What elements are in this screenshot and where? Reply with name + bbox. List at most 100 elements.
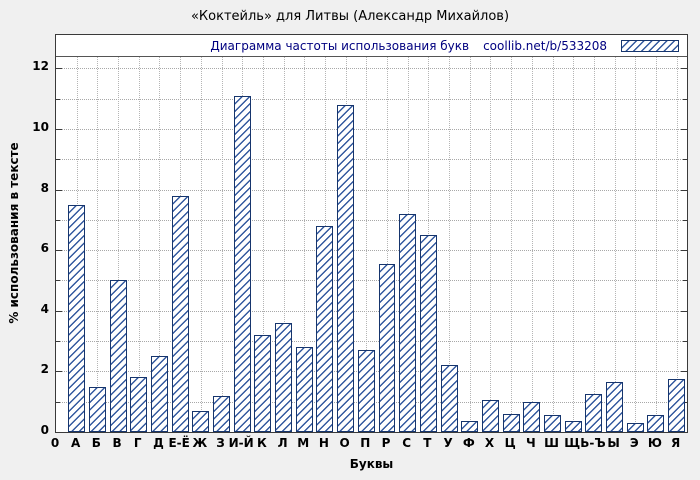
x-tick-label: М [297,436,310,450]
y-tick-label: 6 [40,241,49,256]
bar-Ж [192,410,210,432]
v-gridline [366,35,368,432]
bar-Л [275,322,293,432]
bar-Ч [523,401,541,432]
bar-Ф [461,421,479,432]
x-tick-label: С [402,436,412,450]
x-tick-label: Щ [564,436,581,450]
y-axis-label: % использования в тексте [7,142,21,324]
plot-area: Диаграмма частоты использования букв coo… [55,34,688,433]
bar-Е-Ё [171,195,189,432]
bar-С [399,213,417,432]
y-tick [681,128,687,130]
y-tick [681,68,687,70]
x-tick-label: Л [277,436,288,450]
bar-Ц [502,413,520,432]
bar-Ш [544,415,561,432]
chart-title: «Коктейль» для Литвы (Александр Михайлов… [190,9,510,24]
y-tick [56,371,62,373]
y-tick [56,219,60,221]
y-tick [683,219,687,221]
v-gridline [655,35,657,432]
bar-К [254,335,272,432]
y-tick [56,280,60,282]
y-tick [56,68,62,70]
x-tick-label: Ц [504,436,516,450]
x-axis-label: Буквы [349,457,394,471]
y-tick [56,341,60,343]
v-gridline [614,35,616,432]
x-tick-label: П [360,436,371,450]
bar-Э [626,422,644,432]
x-tick-label: Д [153,436,164,450]
x-tick-label: Ь-Ъ [580,436,606,450]
y-tick [56,159,60,161]
y-tick [56,250,62,252]
v-gridline [428,35,430,432]
v-gridline [490,35,492,432]
x-tick-label: Н [318,436,329,450]
bar-Г [130,377,148,432]
bar-П [357,350,375,432]
h-gridline [56,98,687,100]
v-gridline [593,35,595,432]
x-tick-label: И-Й [228,436,254,450]
y-tick-label: 8 [40,180,49,195]
v-gridline [676,35,678,432]
h-gridline [56,159,687,161]
x-tick-label: В [112,436,122,450]
y-tick [683,341,687,343]
x-tick-label: К [256,436,267,450]
h-gridline [56,341,687,343]
v-gridline [159,35,161,432]
x-tick-label: Р [381,436,391,450]
y-tick [683,98,687,100]
v-gridline [552,35,554,432]
h-gridline [56,68,687,70]
legend: Диаграмма частоты использования букв coo… [56,35,687,57]
v-gridline [469,35,471,432]
y-tick [56,310,62,312]
x-tick-label: Б [91,436,101,450]
h-gridline [56,280,687,282]
bar-Ь-Ъ [585,394,603,432]
x-tick-label: Я [671,436,681,450]
bar-О [337,104,355,432]
bar-У [440,365,458,432]
bar-Д [150,356,168,432]
v-gridline [97,35,99,432]
y-tick [681,371,687,373]
bar-Х [481,400,499,432]
v-gridline [118,35,120,432]
y-tick-label: 10 [32,119,49,134]
x-tick-label: Э [629,436,639,450]
v-gridline [304,35,306,432]
x-tick-label: З [216,436,225,450]
h-gridline [56,189,687,191]
y-tick-label: 12 [32,59,49,74]
y-tick-label: 2 [40,362,49,377]
x-tick-label: Ж [192,436,208,450]
bar-А [68,204,86,432]
y-tick [56,98,60,100]
x-tick-label: Х [484,436,495,450]
v-gridline [573,35,575,432]
v-gridline [262,35,264,432]
bar-Т [419,235,437,432]
v-gridline [200,35,202,432]
x-tick-label: Ф [462,436,475,450]
h-gridline [56,310,687,312]
y-tick [683,159,687,161]
x-tick-label: У [443,436,453,450]
bar-М [295,347,313,432]
y-tick [56,401,60,403]
x-tick-label: 0 [50,436,60,450]
y-tick [683,280,687,282]
v-gridline [511,35,513,432]
x-tick-label: Ы [607,436,620,450]
bar-В [109,280,127,432]
h-gridline [56,250,687,252]
bar-Ы [606,381,624,432]
legend-hatch-swatch-icon [621,39,679,52]
